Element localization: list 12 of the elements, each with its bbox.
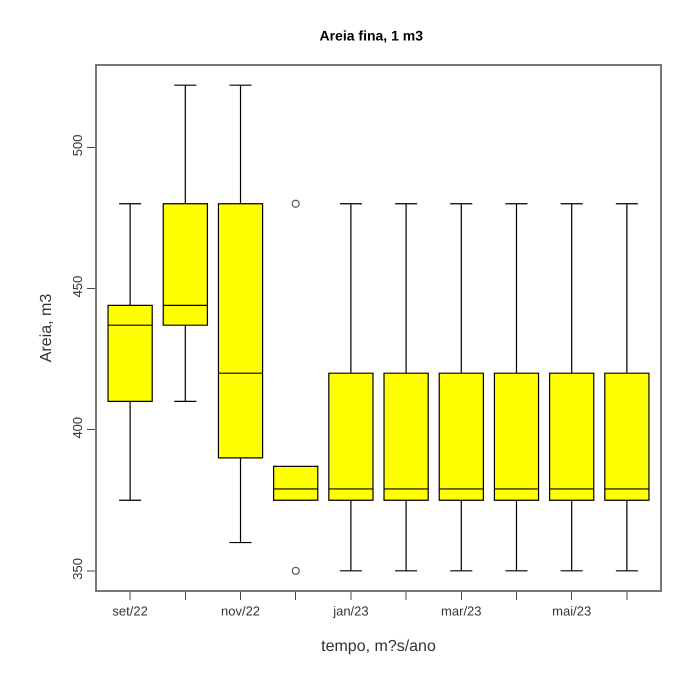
- y-tick-label: 350: [70, 558, 85, 580]
- y-axis-title: Areia, m3: [38, 294, 56, 362]
- y-tick-label: 450: [70, 276, 85, 298]
- x-tick-label: mai/23: [552, 604, 592, 619]
- x-tick-label: nov/22: [220, 604, 260, 619]
- x-tick-label: mar/23: [441, 604, 482, 619]
- x-tick-label: jan/23: [332, 604, 369, 619]
- y-tick-label: 400: [70, 416, 85, 439]
- x-tick-label: set/22: [112, 604, 148, 619]
- chart-title: Areia fina, 1 m3: [320, 27, 424, 44]
- y-tick-label: 500: [70, 134, 85, 156]
- x-axis-title: tempo, m?s/ano: [321, 638, 436, 655]
